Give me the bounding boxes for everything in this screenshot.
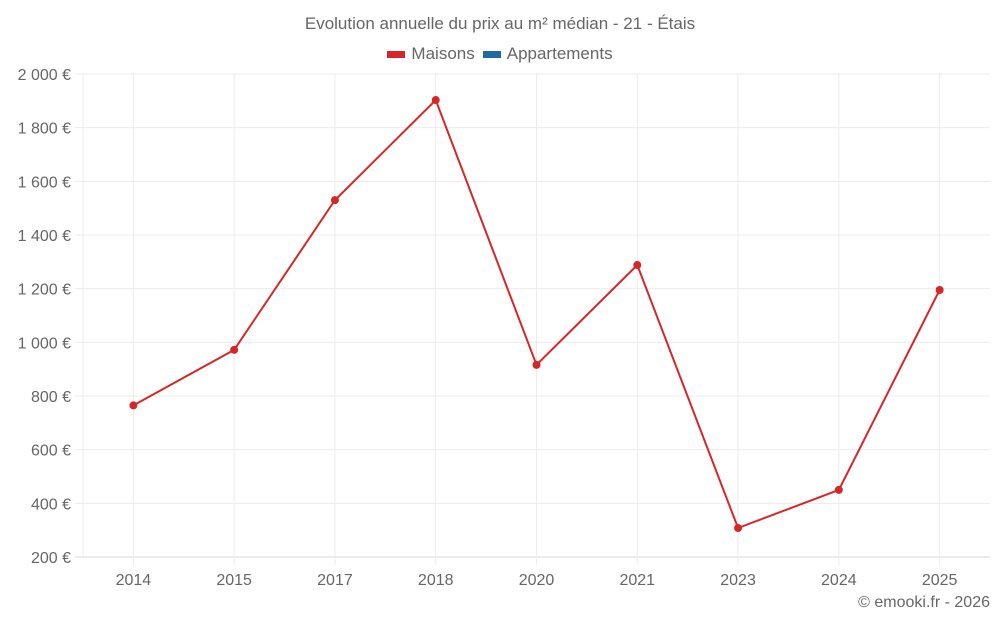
x-tick-label: 2017 — [317, 572, 353, 589]
x-tick-label: 2020 — [519, 572, 555, 589]
x-tick-label: 2023 — [720, 572, 756, 589]
x-tick-label: 2014 — [116, 572, 152, 589]
legend: Maisons Appartements — [0, 44, 1000, 64]
data-point[interactable] — [431, 96, 440, 105]
data-point[interactable] — [734, 524, 743, 533]
grid — [75, 73, 990, 565]
y-tick-label: 800 € — [31, 389, 71, 406]
y-tick-label: 1 800 € — [18, 121, 71, 138]
chart-title: Evolution annuelle du prix au m² médian … — [304, 14, 696, 33]
y-axis: 200 € 400 € 600 € 800 € 1 000 € 1 200 € 1 400 … — [18, 67, 71, 567]
data-point[interactable] — [230, 345, 239, 354]
y-tick-label: 400 € — [31, 496, 71, 513]
y-tick-label: 1 600 € — [18, 174, 71, 191]
x-tick-label: 2018 — [418, 572, 454, 589]
x-tick-label: 2025 — [922, 572, 958, 589]
x-tick-label: 2021 — [619, 572, 655, 589]
y-tick-label: 1 400 € — [18, 228, 71, 245]
x-axis: 2014 2015 2017 2018 2020 2021 2023 2024 2025 — [116, 572, 958, 589]
y-tick-label: 1 200 € — [18, 282, 71, 299]
data-point[interactable] — [633, 261, 642, 270]
data-point[interactable] — [834, 485, 843, 494]
y-tick-label: 600 € — [31, 443, 71, 460]
legend-label: Appartements — [506, 44, 613, 63]
legend-item-appartements[interactable]: Appartements — [482, 44, 613, 64]
credit: © emooki.fr - 2026 — [858, 594, 990, 611]
x-tick-label: 2024 — [821, 572, 857, 589]
y-tick-label: 200 € — [31, 550, 71, 567]
data-point[interactable] — [330, 196, 339, 205]
legend-item-maisons[interactable]: Maisons — [387, 44, 475, 64]
maisons-swatch-icon — [387, 50, 406, 58]
x-tick-label: 2015 — [216, 572, 252, 589]
series-maisons — [129, 96, 944, 533]
legend-label: Maisons — [411, 44, 475, 63]
y-tick-label: 1 000 € — [18, 335, 71, 352]
appartements-swatch-icon — [482, 50, 501, 58]
data-point[interactable] — [532, 360, 541, 369]
y-tick-label: 2 000 € — [18, 67, 71, 84]
data-point[interactable] — [129, 401, 138, 410]
data-point[interactable] — [935, 286, 944, 295]
